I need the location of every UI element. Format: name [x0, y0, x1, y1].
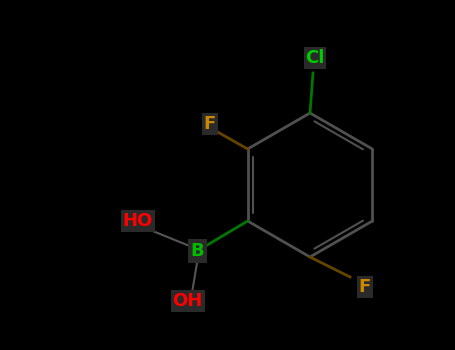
- Text: Cl: Cl: [305, 49, 325, 67]
- Text: HO: HO: [122, 212, 153, 230]
- Text: OH: OH: [172, 292, 203, 310]
- Text: B: B: [191, 242, 204, 260]
- Text: F: F: [203, 115, 216, 133]
- Text: F: F: [359, 278, 371, 296]
